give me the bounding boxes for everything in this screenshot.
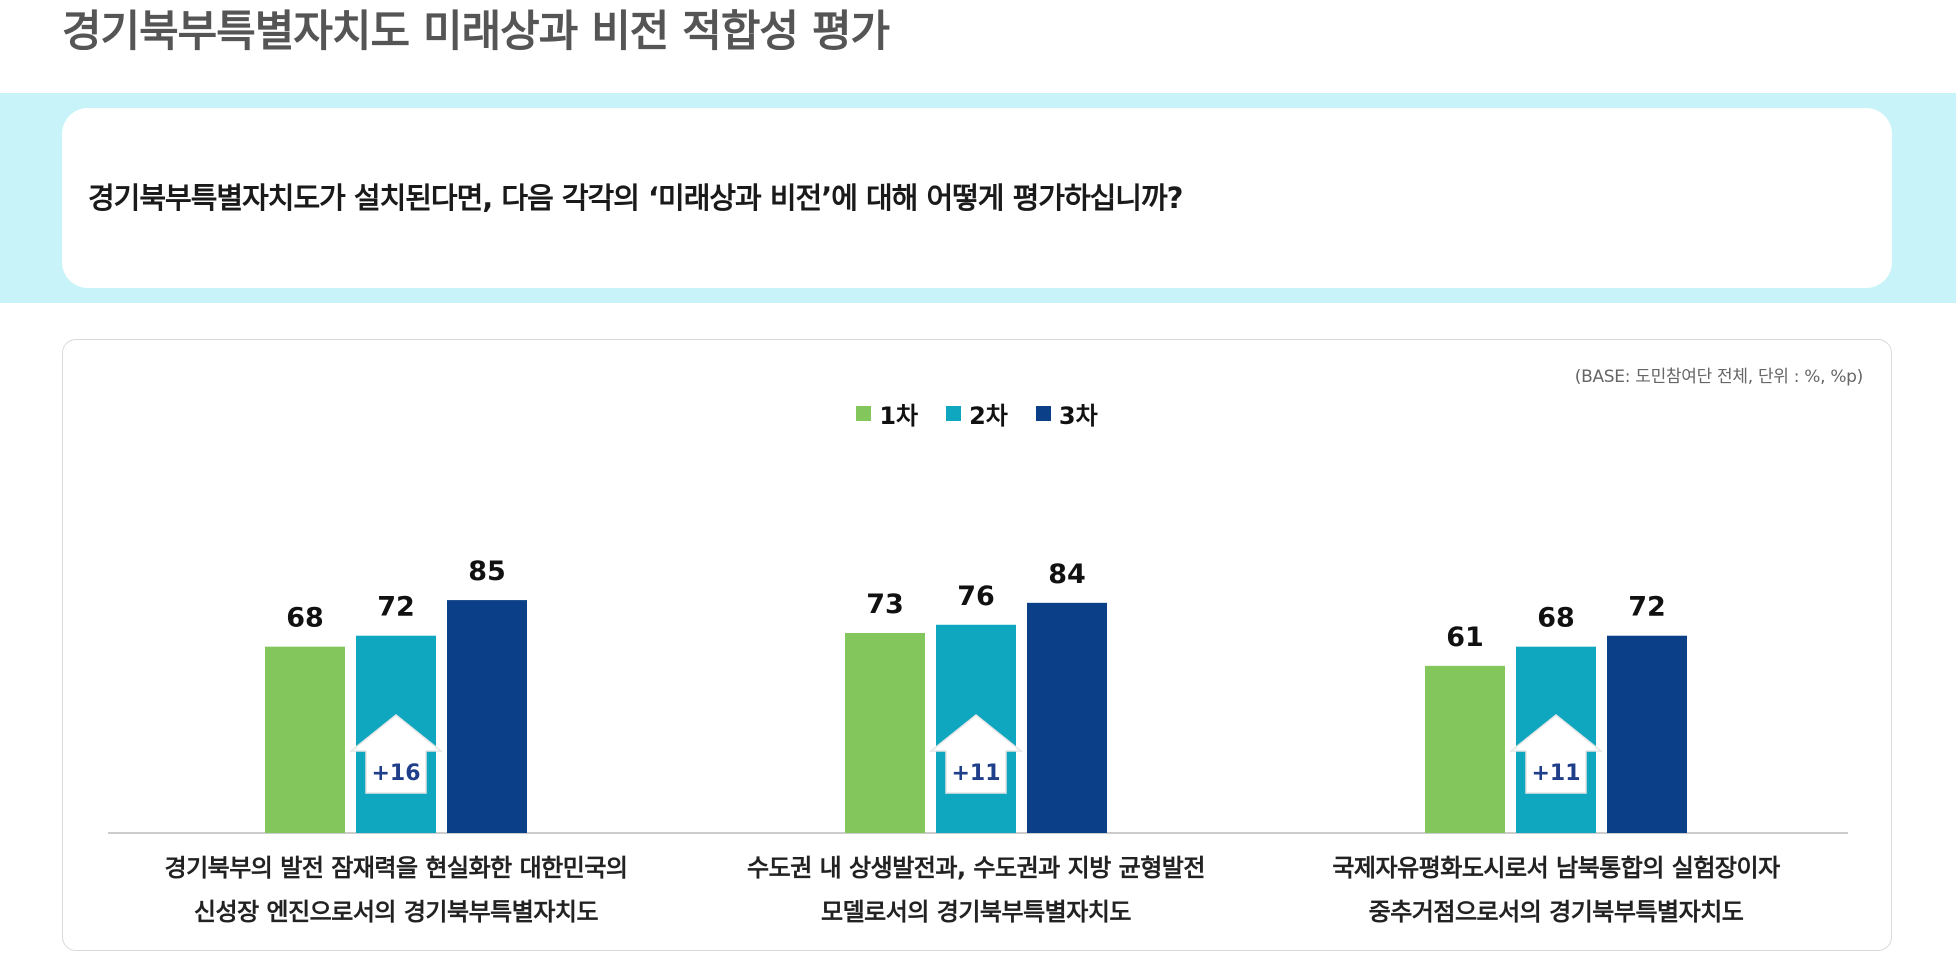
legend-item-round-2: 2차 <box>946 396 1008 431</box>
up-arrow-icon <box>928 714 1024 794</box>
question-card: 경기북부특별자치도가 설치된다면, 다음 각각의 ‘미래상과 비전’에 대해 어… <box>62 108 1892 288</box>
value-label-cat3-round2: 68 <box>1537 603 1575 634</box>
category-label-2: 수도권 내 상생발전과, 수도권과 지방 균형발전 모델로서의 경기북부특별자치… <box>696 846 1256 934</box>
legend-item-round-3: 3차 <box>1035 396 1098 431</box>
category-label-3: 국제자유평화도시로서 남북통합의 실험장이자 중추거점으로서의 경기북부특별자치… <box>1276 846 1836 934</box>
question-band: 경기북부특별자치도가 설치된다면, 다음 각각의 ‘미래상과 비전’에 대해 어… <box>0 93 1956 303</box>
legend-item-round-1: 1차 <box>856 396 918 431</box>
legend-label-round-3: 3차 <box>1058 401 1098 430</box>
chart-card: (BASE: 도민참여단 전체, 단위 : %, %p) 1차 2차 3차 68… <box>62 339 1892 951</box>
value-label-cat2-round2: 76 <box>957 581 995 612</box>
value-label-cat2-round3: 84 <box>1048 559 1086 590</box>
change-label-cat1: +16 <box>371 761 420 786</box>
legend-swatch-round-2 <box>946 405 962 421</box>
bar-cat2-round1 <box>845 632 925 833</box>
base-note: (BASE: 도민참여단 전체, 단위 : %, %p) <box>1574 367 1864 387</box>
legend-label-round-2: 2차 <box>969 401 1008 430</box>
page-title: 경기북부특별자치도 미래상과 비전 적합성 평가 <box>62 7 890 57</box>
category-label-1-line-2: 신성장 엔진으로서의 경기북부특별자치도 <box>193 898 599 926</box>
value-label-cat1-round2: 72 <box>377 592 415 623</box>
bar-cat1-round1 <box>265 646 345 833</box>
question-text: 경기북부특별자치도가 설치된다면, 다음 각각의 ‘미래상과 비전’에 대해 어… <box>88 181 1183 215</box>
value-label-cat3-round3: 72 <box>1628 592 1666 623</box>
category-label-2-line-2: 모델로서의 경기북부특별자치도 <box>821 898 1131 926</box>
value-label-cat1-round3: 85 <box>468 556 506 587</box>
value-label-cat2-round1: 73 <box>866 589 904 620</box>
legend-label-round-1: 1차 <box>879 401 919 430</box>
category-label-1-line-1: 경기북부의 발전 잠재력을 현실화한 대한민국의 <box>164 854 628 882</box>
bar-chart: 68 72 85 +16 73 76 84 +11 61 68 72 +11 <box>108 556 1848 834</box>
bar-cat3-round3 <box>1607 635 1687 833</box>
change-label-cat2: +11 <box>951 761 1000 786</box>
chart-legend: 1차 2차 3차 <box>63 396 1891 430</box>
category-label-1: 경기북부의 발전 잠재력을 현실화한 대한민국의 신성장 엔진으로서의 경기북부… <box>116 846 676 934</box>
legend-swatch-round-3 <box>1035 405 1051 421</box>
category-label-3-line-2: 중추거점으로서의 경기북부특별자치도 <box>1368 898 1744 926</box>
bar-cat2-round3 <box>1027 602 1107 833</box>
change-label-cat3: +11 <box>1531 761 1580 786</box>
bar-cat3-round1 <box>1425 665 1505 833</box>
category-label-3-line-1: 국제자유평화도시로서 남북통합의 실험장이자 <box>1332 854 1780 882</box>
up-arrow-icon <box>1508 714 1604 794</box>
up-arrow-icon <box>348 714 444 794</box>
category-label-2-line-1: 수도권 내 상생발전과, 수도권과 지방 균형발전 <box>747 854 1205 882</box>
legend-swatch-round-1 <box>856 405 872 421</box>
value-label-cat3-round1: 61 <box>1446 622 1484 653</box>
value-label-cat1-round1: 68 <box>286 603 324 634</box>
bar-cat1-round3 <box>447 600 527 833</box>
